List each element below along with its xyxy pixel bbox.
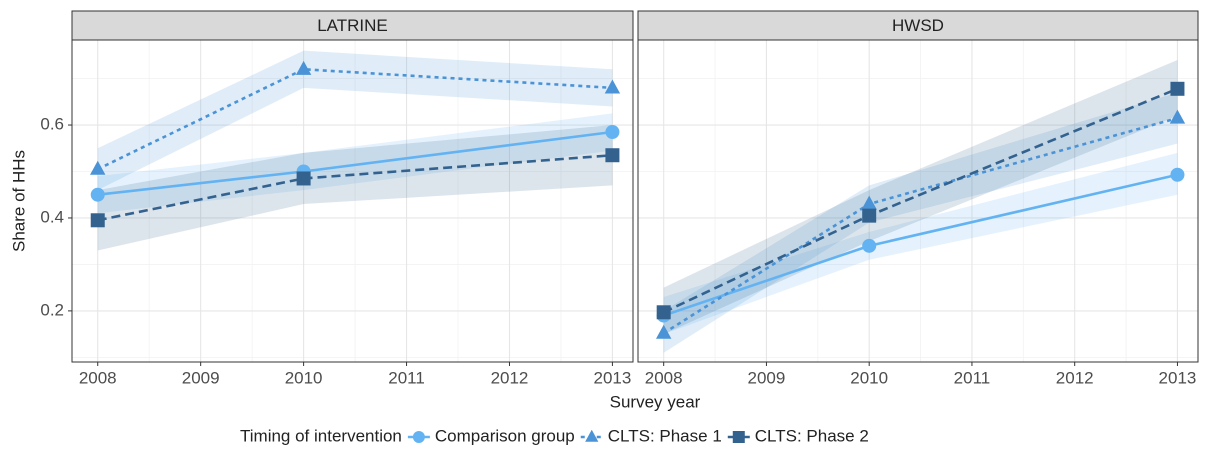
facet-title: LATRINE — [317, 16, 388, 35]
confidence-band — [663, 59, 1178, 335]
point — [90, 213, 105, 228]
panel — [72, 40, 633, 362]
x-tick-label: 2008 — [645, 368, 683, 387]
y-tick-label: 0.4 — [40, 207, 64, 226]
legend-marker — [412, 431, 425, 443]
y-tick-label: 0.6 — [40, 115, 64, 134]
legend-title: Timing of intervention — [240, 426, 402, 445]
y-axis-label: Share of HHs — [9, 150, 28, 252]
point — [1170, 81, 1185, 96]
confidence-band — [97, 50, 613, 191]
x-tick-label: 2011 — [954, 368, 991, 387]
point — [295, 60, 312, 75]
series-line — [97, 67, 613, 171]
point — [656, 305, 671, 320]
confidence-band — [663, 92, 1178, 353]
point — [1169, 109, 1186, 124]
point — [90, 160, 106, 175]
x-axis-label: Survey year — [610, 392, 701, 411]
x-tick-label: 2013 — [593, 368, 631, 387]
point — [655, 324, 672, 339]
x-tick-label: 2009 — [182, 368, 220, 387]
x-tick-label: 2010 — [850, 368, 888, 387]
x-tick-label: 2010 — [285, 368, 323, 387]
legend-marker — [732, 431, 745, 443]
panel-border — [637, 39, 1199, 363]
x-tick-label: 2009 — [748, 368, 786, 387]
confidence-band — [663, 152, 1178, 335]
y-tick-label: 0.2 — [40, 300, 64, 319]
x-tick-label: 2008 — [79, 368, 117, 387]
facet-title: HWSD — [892, 16, 944, 35]
legend-label: CLTS: Phase 1 — [608, 426, 722, 445]
point — [296, 171, 311, 186]
legend-label: CLTS: Phase 2 — [755, 426, 869, 445]
x-tick-label: 2011 — [388, 368, 425, 387]
point — [861, 195, 877, 210]
point — [90, 187, 105, 202]
confidence-band — [97, 113, 613, 214]
panel-border — [71, 39, 634, 363]
legend-label: Comparison group — [435, 426, 575, 445]
confidence-band — [97, 125, 613, 251]
point — [862, 208, 877, 223]
point — [1170, 167, 1185, 182]
strip — [637, 10, 1199, 41]
x-tick-label: 2013 — [1159, 368, 1197, 387]
strip — [71, 10, 634, 41]
legend-marker — [585, 429, 599, 442]
point — [604, 79, 621, 94]
point — [862, 238, 877, 253]
point — [605, 125, 620, 139]
point — [605, 148, 620, 163]
x-tick-label: 2012 — [1056, 368, 1094, 387]
x-tick-label: 2012 — [491, 368, 529, 387]
panel — [638, 40, 1198, 362]
